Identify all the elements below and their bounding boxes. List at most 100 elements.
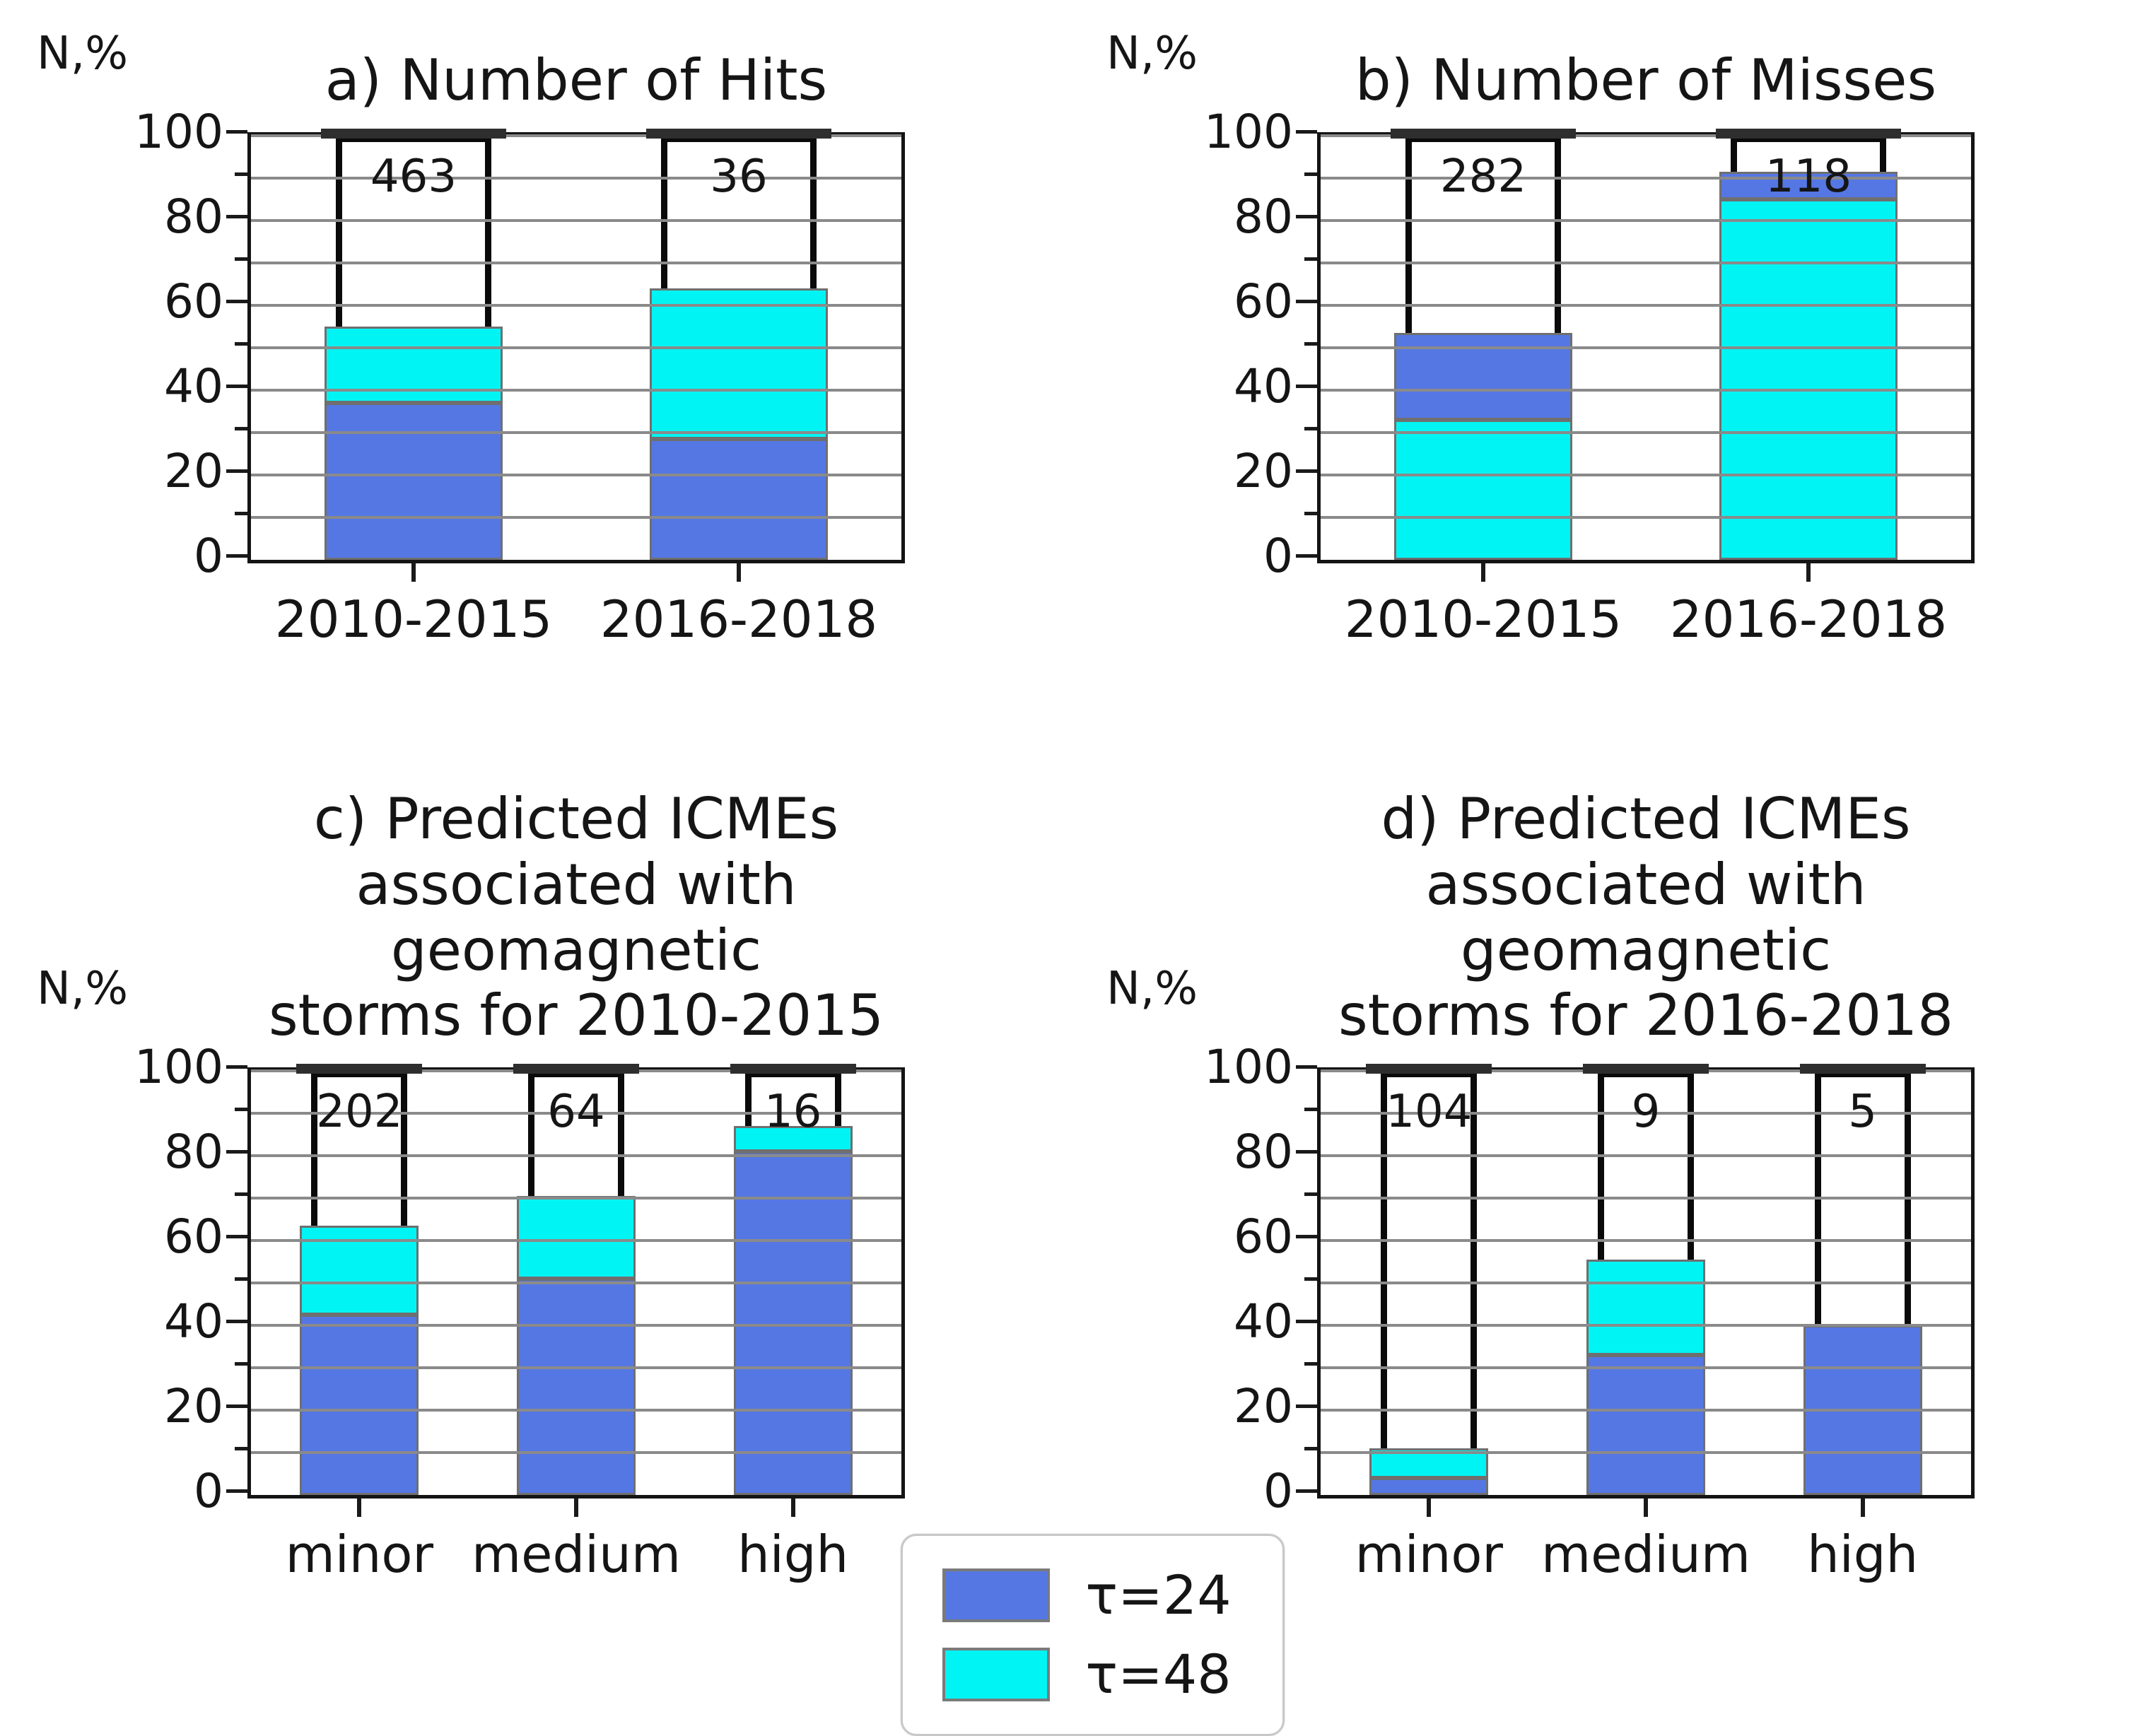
panel-b-number-of-misses: b) Number of Misses N,% 0 20 40 60 80 100 282… — [1070, 0, 2140, 767]
y-tick-mark-80 — [1296, 214, 1317, 218]
gridline-80 — [251, 218, 901, 222]
legend-swatch-tau48-icon — [942, 1648, 1051, 1701]
y-tick-label-40: 40 — [164, 358, 223, 414]
x-tick-mark-2016-2018 — [1806, 563, 1811, 582]
bar-total-label-2016-2018: 118 — [1765, 150, 1852, 203]
y-tick-mark-90 — [235, 1108, 247, 1112]
y-tick-mark-0 — [226, 1489, 247, 1494]
gridline-40 — [1321, 1324, 1971, 1327]
bar-segment-2010-2015-τ=24 — [324, 402, 503, 560]
x-tick-label-high: high — [1807, 1525, 1919, 1585]
y-tick-mark-50 — [235, 1277, 247, 1282]
bar-total-label-medium: 9 — [1631, 1086, 1661, 1139]
bar-top-cap-2016-2018 — [646, 128, 831, 139]
bar-total-label-2010-2015: 463 — [370, 150, 457, 203]
bar-segment-medium-τ=48 — [517, 1196, 636, 1279]
y-tick-label-60: 60 — [164, 1209, 223, 1265]
x-tick-label-medium: medium — [472, 1525, 681, 1585]
gridline-60 — [251, 1239, 901, 1243]
y-tick-mark-10 — [235, 1447, 247, 1451]
bar-total-label-minor: 202 — [316, 1086, 403, 1139]
gridline-90 — [1321, 1112, 1971, 1115]
y-tick-mark-40 — [1296, 1320, 1317, 1324]
bar-top-cap-medium — [513, 1064, 639, 1074]
x-tick-mark-high — [790, 1499, 795, 1518]
gridline-100 — [251, 134, 901, 137]
y-tick-mark-100 — [226, 129, 247, 134]
panel-c-plot-area: 202 64 16 — [247, 1064, 905, 1499]
x-tick-mark-minor — [357, 1499, 362, 1518]
panel-a-x-axis: 2010-2015 2016-2018 — [247, 563, 905, 669]
y-tick-label-100: 100 — [134, 104, 223, 159]
gridline-50 — [251, 346, 901, 349]
y-tick-label-0: 0 — [1263, 528, 1293, 583]
bar-segment-medium-τ=24 — [517, 1279, 636, 1496]
gridline-30 — [251, 430, 901, 434]
y-tick-mark-30 — [235, 426, 247, 430]
gridline-10 — [1321, 515, 1971, 519]
x-tick-mark-high — [1860, 1499, 1865, 1518]
panel-d-body: N,% 0 20 40 60 80 100 104 9 5 — [1106, 963, 2140, 1515]
panel-c-x-axis: minor medium high — [247, 1499, 905, 1605]
y-tick-mark-20 — [1296, 1404, 1317, 1409]
panel-b-body: N,% 0 20 40 60 80 100 282 118 — [1106, 28, 2140, 579]
gridline-90 — [251, 176, 901, 180]
gridline-70 — [251, 261, 901, 264]
x-tick-label-high: high — [737, 1525, 849, 1585]
y-tick-label-100: 100 — [1204, 104, 1293, 159]
y-tick-label-60: 60 — [1234, 1209, 1293, 1265]
panel-c-body: N,% 0 20 40 60 80 100 202 64 16 — [37, 963, 1070, 1515]
x-tick-mark-medium — [574, 1499, 578, 1518]
x-tick-label-2016-2018: 2016-2018 — [1669, 589, 1948, 649]
y-tick-mark-70 — [1304, 257, 1317, 261]
y-tick-mark-30 — [235, 1362, 247, 1366]
panel-d-predicted-icmes-2016-2018: d) Predicted ICMEs associated with geoma… — [1070, 767, 2140, 1583]
bar-segment-2016-2018-τ=24 — [1719, 171, 1898, 199]
x-tick-label-2016-2018: 2016-2018 — [600, 589, 878, 649]
panels-grid: a) Number of Hits N,% 0 20 40 60 80 100 463 36… — [0, 0, 2140, 1583]
x-tick-label-2010-2015: 2010-2015 — [1344, 589, 1622, 649]
gridline-30 — [1321, 1366, 1971, 1370]
y-tick-label-20: 20 — [164, 1379, 223, 1434]
bar-top-cap-2016-2018 — [1716, 128, 1901, 139]
gridline-40 — [251, 388, 901, 392]
gridline-60 — [1321, 1239, 1971, 1243]
y-tick-mark-30 — [1304, 1362, 1317, 1366]
gridline-90 — [1321, 176, 1971, 180]
gridline-20 — [1321, 473, 1971, 476]
bar-top-cap-2010-2015 — [1391, 128, 1576, 139]
y-tick-mark-10 — [1304, 1447, 1317, 1451]
bar-segment-2010-2015-τ=48 — [1394, 419, 1572, 560]
gridline-40 — [251, 1324, 901, 1327]
x-tick-label-minor: minor — [1355, 1525, 1504, 1585]
y-tick-mark-90 — [235, 172, 247, 176]
bar-top-cap-high — [730, 1064, 856, 1074]
bar-total-label-high: 16 — [764, 1086, 822, 1139]
y-tick-mark-60 — [1296, 1235, 1317, 1239]
y-tick-label-40: 40 — [1234, 1294, 1293, 1349]
bar-segment-high-τ=24 — [733, 1151, 853, 1496]
bar-top-cap-medium — [1583, 1064, 1709, 1074]
panel-b-plot-area: 282 118 — [1317, 128, 1975, 563]
y-tick-label-40: 40 — [164, 1294, 223, 1349]
panel-a-title: a) Number of Hits — [324, 47, 828, 113]
panel-d-y-axis: N,% 0 20 40 60 80 100 — [1106, 963, 1317, 1515]
x-tick-mark-2010-2015 — [411, 563, 416, 582]
y-tick-mark-90 — [1304, 172, 1317, 176]
legend-label-tau24: τ=24 — [1085, 1564, 1232, 1626]
gridline-60 — [251, 303, 901, 307]
gridline-50 — [1321, 1282, 1971, 1285]
bar-segment-2016-2018-τ=48 — [650, 288, 828, 439]
panel-c-predicted-icmes-2010-2015: c) Predicted ICMEs associated with geoma… — [0, 767, 1070, 1583]
y-tick-mark-0 — [226, 553, 247, 558]
y-tick-mark-10 — [1304, 511, 1317, 515]
y-tick-mark-70 — [1304, 1192, 1317, 1197]
bar-segment-2016-2018-τ=24 — [650, 438, 828, 560]
y-tick-mark-100 — [1296, 129, 1317, 134]
y-tick-label-80: 80 — [164, 1125, 223, 1180]
legend-label-tau48: τ=48 — [1085, 1643, 1232, 1706]
gridline-90 — [251, 1112, 901, 1115]
panel-a-y-axis-label: N,% — [37, 27, 129, 80]
panel-d-plot-area: 104 9 5 — [1317, 1064, 1975, 1499]
bar-segment-2016-2018-τ=48 — [1719, 199, 1898, 560]
